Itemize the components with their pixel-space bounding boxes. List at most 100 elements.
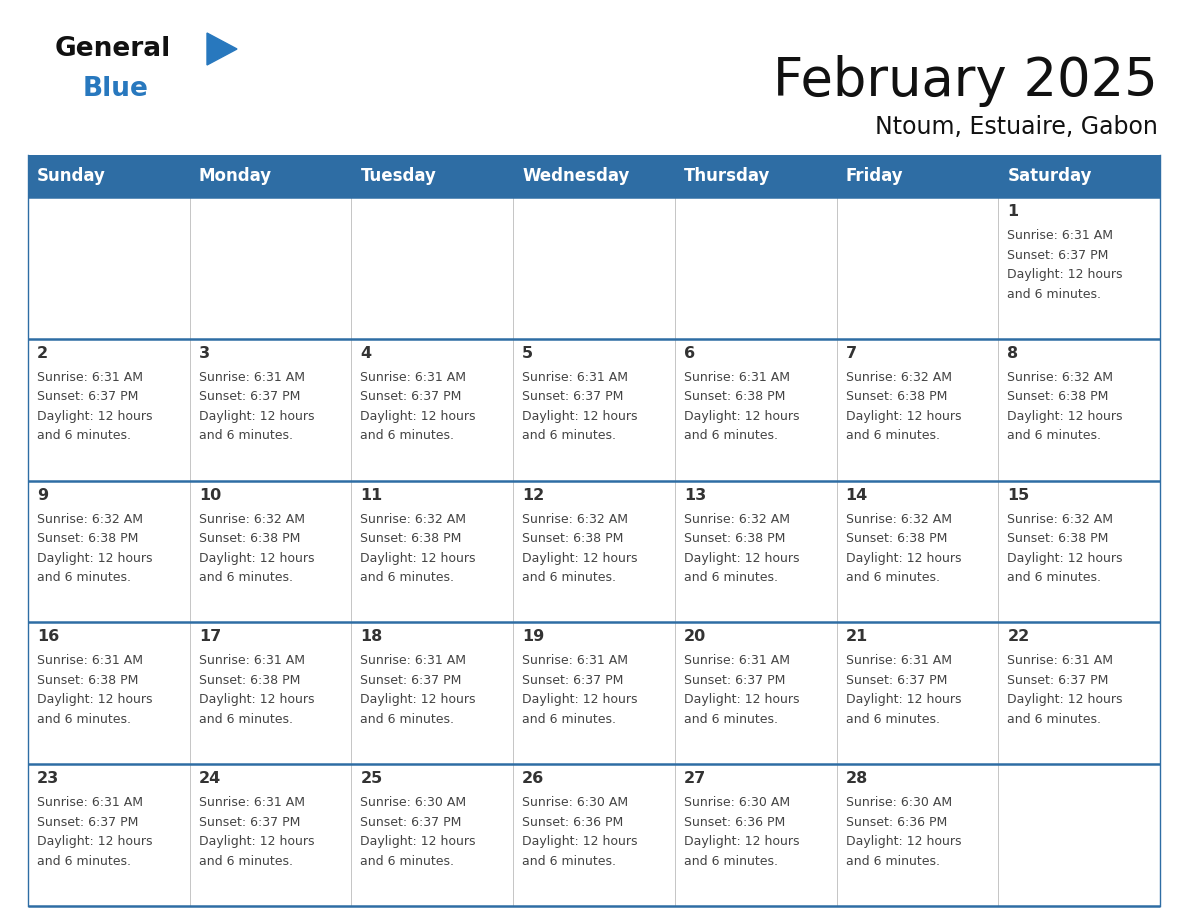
Text: Daylight: 12 hours: Daylight: 12 hours — [37, 552, 152, 565]
Text: Sunrise: 6:32 AM: Sunrise: 6:32 AM — [523, 512, 628, 526]
Text: and 6 minutes.: and 6 minutes. — [360, 571, 455, 584]
Text: Sunrise: 6:30 AM: Sunrise: 6:30 AM — [684, 796, 790, 809]
Text: 24: 24 — [198, 771, 221, 786]
Text: Sunrise: 6:30 AM: Sunrise: 6:30 AM — [523, 796, 628, 809]
Text: 6: 6 — [684, 346, 695, 361]
Bar — [190, 197, 352, 339]
Text: 16: 16 — [37, 630, 59, 644]
Bar — [513, 155, 675, 197]
Bar — [352, 339, 513, 481]
Text: 25: 25 — [360, 771, 383, 786]
Text: and 6 minutes.: and 6 minutes. — [37, 571, 131, 584]
Text: Daylight: 12 hours: Daylight: 12 hours — [684, 552, 800, 565]
Text: and 6 minutes.: and 6 minutes. — [198, 713, 292, 726]
Text: Daylight: 12 hours: Daylight: 12 hours — [37, 693, 152, 706]
Text: Sunset: 6:37 PM: Sunset: 6:37 PM — [1007, 674, 1108, 687]
Text: and 6 minutes.: and 6 minutes. — [684, 571, 778, 584]
Text: Sunset: 6:38 PM: Sunset: 6:38 PM — [1007, 390, 1108, 403]
Text: Sunrise: 6:31 AM: Sunrise: 6:31 AM — [360, 655, 467, 667]
Bar — [352, 764, 513, 906]
Text: General: General — [55, 36, 171, 62]
Text: Daylight: 12 hours: Daylight: 12 hours — [37, 409, 152, 423]
Text: 18: 18 — [360, 630, 383, 644]
Text: Sunset: 6:38 PM: Sunset: 6:38 PM — [198, 674, 301, 687]
Bar — [29, 197, 190, 339]
Bar — [836, 155, 998, 197]
Text: Daylight: 12 hours: Daylight: 12 hours — [1007, 268, 1123, 281]
Text: and 6 minutes.: and 6 minutes. — [360, 855, 455, 868]
Bar — [513, 481, 675, 622]
Text: Thursday: Thursday — [684, 167, 770, 185]
Text: Daylight: 12 hours: Daylight: 12 hours — [684, 409, 800, 423]
Text: Daylight: 12 hours: Daylight: 12 hours — [684, 835, 800, 848]
Text: Sunrise: 6:32 AM: Sunrise: 6:32 AM — [1007, 512, 1113, 526]
Text: Sunset: 6:36 PM: Sunset: 6:36 PM — [523, 816, 624, 829]
Text: Daylight: 12 hours: Daylight: 12 hours — [684, 693, 800, 706]
Bar — [29, 622, 190, 764]
Text: Sunset: 6:36 PM: Sunset: 6:36 PM — [684, 816, 785, 829]
Bar — [998, 197, 1159, 339]
Text: Sunset: 6:37 PM: Sunset: 6:37 PM — [198, 390, 301, 403]
Text: Daylight: 12 hours: Daylight: 12 hours — [846, 835, 961, 848]
Text: 12: 12 — [523, 487, 544, 502]
Text: Sunrise: 6:31 AM: Sunrise: 6:31 AM — [1007, 655, 1113, 667]
Text: Daylight: 12 hours: Daylight: 12 hours — [523, 835, 638, 848]
Text: and 6 minutes.: and 6 minutes. — [523, 713, 617, 726]
Text: Sunset: 6:37 PM: Sunset: 6:37 PM — [37, 390, 138, 403]
Text: Friday: Friday — [846, 167, 903, 185]
Text: Monday: Monday — [198, 167, 272, 185]
Text: Daylight: 12 hours: Daylight: 12 hours — [846, 693, 961, 706]
Bar — [513, 339, 675, 481]
Text: Sunrise: 6:32 AM: Sunrise: 6:32 AM — [684, 512, 790, 526]
Text: 21: 21 — [846, 630, 867, 644]
Text: and 6 minutes.: and 6 minutes. — [37, 855, 131, 868]
Text: and 6 minutes.: and 6 minutes. — [198, 571, 292, 584]
Text: Daylight: 12 hours: Daylight: 12 hours — [37, 835, 152, 848]
Text: 11: 11 — [360, 487, 383, 502]
Bar — [675, 339, 836, 481]
Text: and 6 minutes.: and 6 minutes. — [1007, 430, 1101, 442]
Bar — [836, 764, 998, 906]
Text: 9: 9 — [37, 487, 49, 502]
Text: Blue: Blue — [83, 76, 148, 102]
Text: 15: 15 — [1007, 487, 1030, 502]
Text: Sunset: 6:38 PM: Sunset: 6:38 PM — [846, 390, 947, 403]
Text: 26: 26 — [523, 771, 544, 786]
Text: Sunrise: 6:31 AM: Sunrise: 6:31 AM — [523, 371, 628, 384]
Text: Sunset: 6:36 PM: Sunset: 6:36 PM — [846, 816, 947, 829]
Text: Daylight: 12 hours: Daylight: 12 hours — [360, 552, 476, 565]
Text: Daylight: 12 hours: Daylight: 12 hours — [1007, 552, 1123, 565]
Text: and 6 minutes.: and 6 minutes. — [198, 855, 292, 868]
Text: 20: 20 — [684, 630, 706, 644]
Text: Sunset: 6:38 PM: Sunset: 6:38 PM — [198, 532, 301, 545]
Text: and 6 minutes.: and 6 minutes. — [846, 571, 940, 584]
Text: and 6 minutes.: and 6 minutes. — [846, 713, 940, 726]
Text: 3: 3 — [198, 346, 210, 361]
Text: 10: 10 — [198, 487, 221, 502]
Text: Sunset: 6:37 PM: Sunset: 6:37 PM — [198, 816, 301, 829]
Polygon shape — [207, 33, 236, 65]
Text: Daylight: 12 hours: Daylight: 12 hours — [198, 409, 314, 423]
Bar — [352, 481, 513, 622]
Bar — [836, 622, 998, 764]
Text: 19: 19 — [523, 630, 544, 644]
Bar — [513, 764, 675, 906]
Bar — [836, 339, 998, 481]
Text: Sunrise: 6:32 AM: Sunrise: 6:32 AM — [198, 512, 304, 526]
Text: Sunset: 6:38 PM: Sunset: 6:38 PM — [846, 532, 947, 545]
Text: Sunset: 6:37 PM: Sunset: 6:37 PM — [37, 816, 138, 829]
Text: Sunrise: 6:32 AM: Sunrise: 6:32 AM — [37, 512, 143, 526]
Text: Sunrise: 6:31 AM: Sunrise: 6:31 AM — [360, 371, 467, 384]
Text: Sunrise: 6:32 AM: Sunrise: 6:32 AM — [360, 512, 467, 526]
Text: Daylight: 12 hours: Daylight: 12 hours — [360, 835, 476, 848]
Text: Sunset: 6:38 PM: Sunset: 6:38 PM — [37, 532, 138, 545]
Text: Sunset: 6:37 PM: Sunset: 6:37 PM — [360, 390, 462, 403]
Bar — [190, 155, 352, 197]
Text: 2: 2 — [37, 346, 49, 361]
Text: and 6 minutes.: and 6 minutes. — [523, 855, 617, 868]
Text: Sunrise: 6:31 AM: Sunrise: 6:31 AM — [198, 796, 304, 809]
Bar — [352, 622, 513, 764]
Text: Sunrise: 6:30 AM: Sunrise: 6:30 AM — [360, 796, 467, 809]
Text: Daylight: 12 hours: Daylight: 12 hours — [523, 693, 638, 706]
Text: Tuesday: Tuesday — [360, 167, 436, 185]
